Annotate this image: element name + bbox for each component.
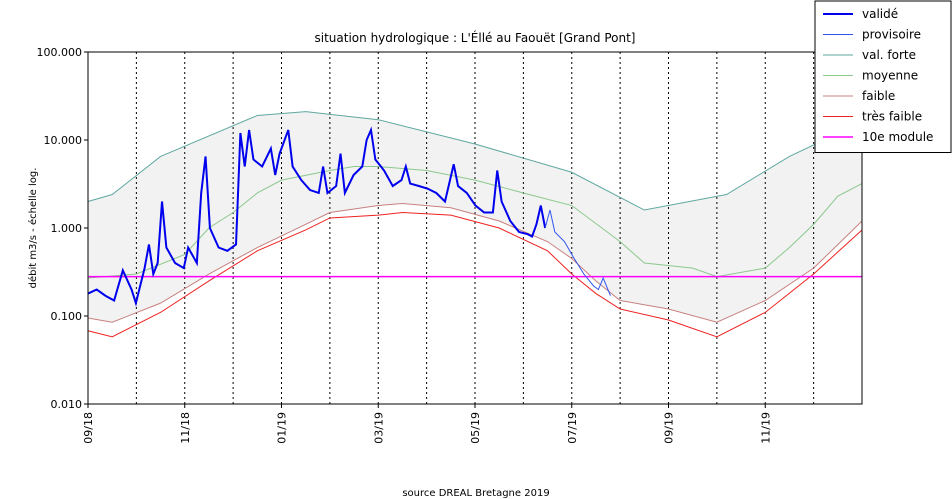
y-tick-label: 1.000 xyxy=(51,222,83,235)
range-band xyxy=(88,111,862,323)
plot-frame xyxy=(87,51,863,405)
x-tick-label: 03/19 xyxy=(372,412,385,444)
chart-title: situation hydrologique : L'Éllé au Faouë… xyxy=(315,30,636,45)
series-line xyxy=(87,111,863,211)
series-line xyxy=(87,202,863,323)
y-tick-label: 0.010 xyxy=(51,398,83,411)
legend-label: moyenne xyxy=(862,69,918,83)
x-tick-label: 05/19 xyxy=(469,412,482,444)
series-line xyxy=(87,126,547,307)
source-note: source DREAL Bretagne 2019 xyxy=(402,488,549,499)
legend-box xyxy=(814,0,952,153)
series-line xyxy=(544,209,611,296)
legend-label: 10e module xyxy=(862,130,933,144)
y-tick-label: 0.100 xyxy=(51,310,83,323)
legend-label: faible xyxy=(862,89,895,103)
y-tick-label: 100.000 xyxy=(37,46,83,59)
x-tick-label: 09/19 xyxy=(663,412,676,444)
x-tick-label: 09/18 xyxy=(82,412,95,444)
series-line xyxy=(87,165,863,279)
x-tick-label: 01/19 xyxy=(276,412,289,444)
x-tick-label: 11/19 xyxy=(759,412,772,444)
legend-label: très faible xyxy=(862,110,922,124)
y-tick-label: 10.000 xyxy=(44,134,83,147)
legend-label: val. forte xyxy=(862,48,916,62)
legend-label: validé xyxy=(862,7,898,21)
x-tick-label: 07/19 xyxy=(566,412,579,444)
y-axis-label: débit m3/s - échelle log. xyxy=(27,168,39,289)
x-tick-label: 11/18 xyxy=(179,412,192,444)
legend-label: provisoire xyxy=(862,28,921,42)
